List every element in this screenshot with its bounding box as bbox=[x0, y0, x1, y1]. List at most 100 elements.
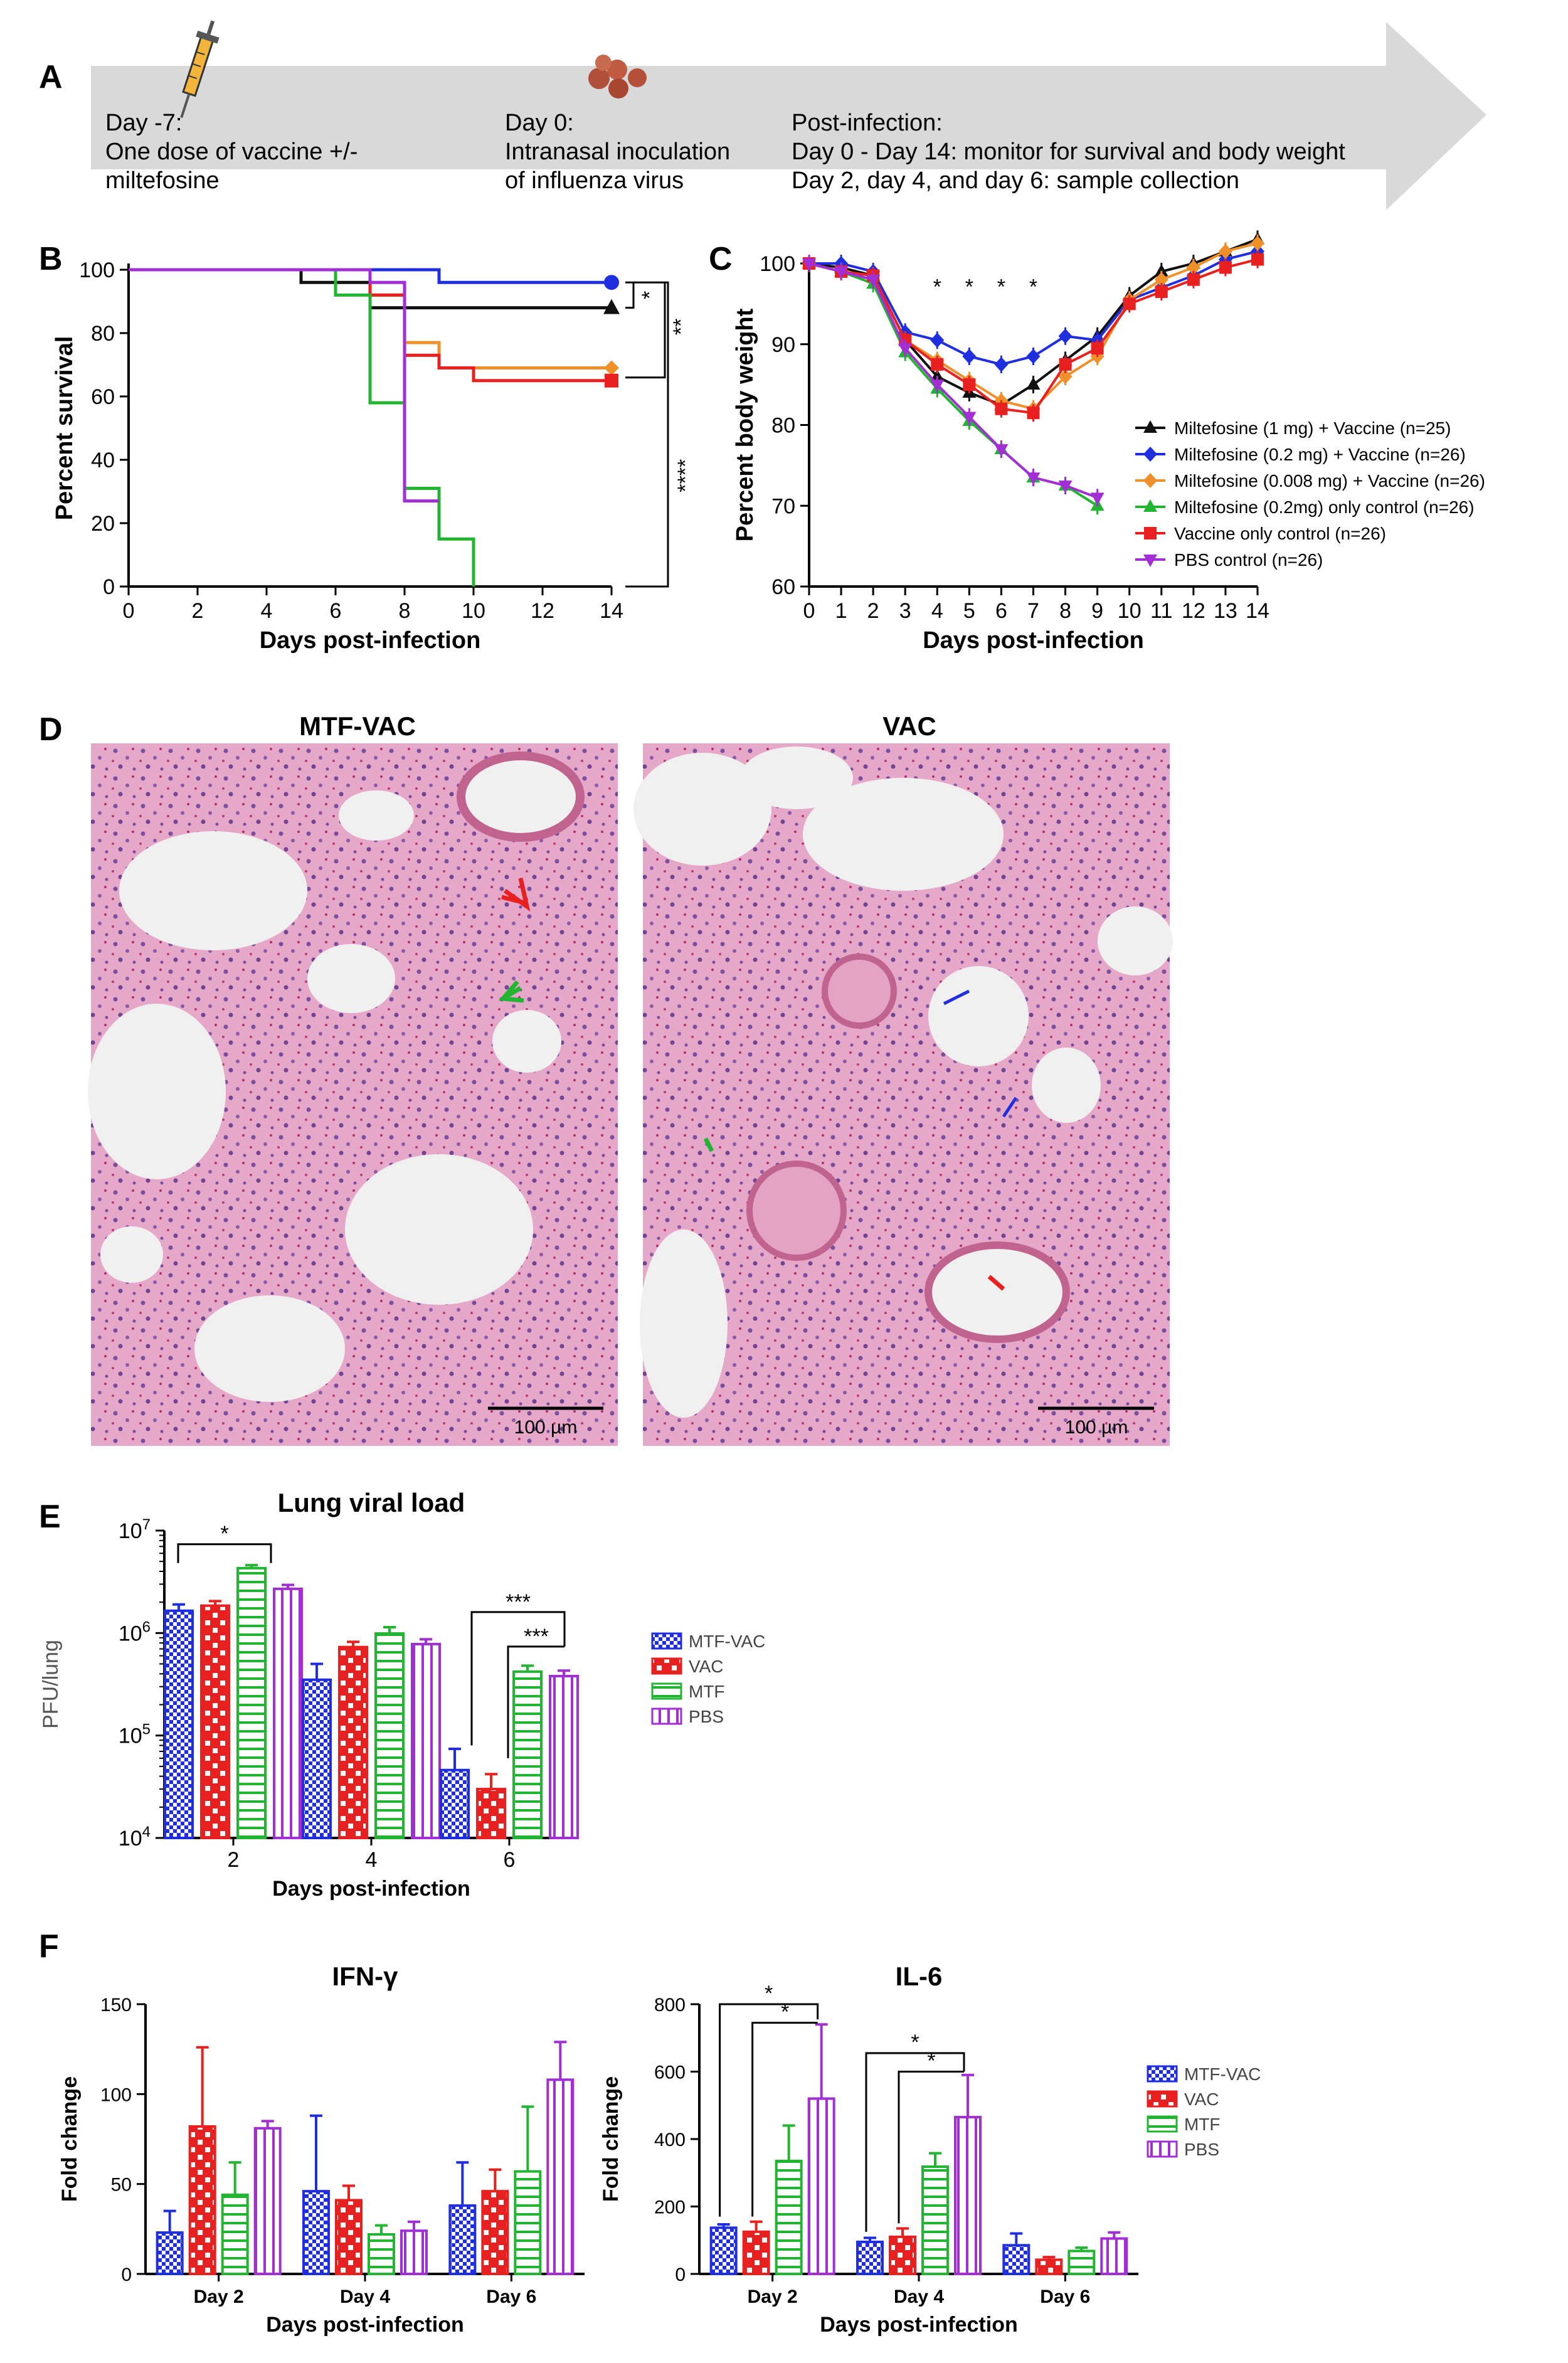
sig-label: ** bbox=[669, 319, 693, 335]
weight-point bbox=[1143, 447, 1157, 462]
panel-label-f: F bbox=[39, 1928, 59, 1965]
scale-bar-label-left: 100 µm bbox=[514, 1417, 578, 1438]
lung-viral-load-chart: 104 105 106 107 2 4 6 Lung viral load Days post-… bbox=[39, 1488, 765, 1901]
x-tick-label: 14 bbox=[1246, 599, 1269, 623]
y-axis-title: Fold change bbox=[599, 2076, 623, 2202]
histology-right-title: VAC bbox=[882, 711, 936, 741]
weight-point bbox=[866, 274, 881, 287]
post-infection-title: Post-infection: bbox=[792, 110, 943, 136]
x-tick-label: 5 bbox=[963, 599, 975, 623]
chart-title: IL-6 bbox=[896, 1962, 943, 1991]
legend-swatch bbox=[651, 1657, 682, 1675]
weight-point bbox=[994, 356, 1009, 372]
x-tick-label: 12 bbox=[1182, 599, 1205, 623]
weight-point bbox=[930, 332, 945, 348]
y-tick-label: 107 bbox=[119, 1516, 151, 1543]
sig-label: * bbox=[781, 2000, 789, 2024]
bar-mtf-vac bbox=[302, 2190, 330, 2275]
weight-point bbox=[1154, 272, 1168, 287]
x-tick-label: 9 bbox=[1091, 599, 1103, 623]
x-tick-label: 6 bbox=[504, 1848, 516, 1872]
y-axis-title: Percent body weight bbox=[732, 308, 758, 541]
x-tick-label: 6 bbox=[330, 599, 342, 623]
weight-point bbox=[1144, 527, 1157, 539]
panel-d: D MTF-VAC VAC 100 µm bbox=[39, 711, 1173, 1446]
x-tick-label: 6 bbox=[995, 599, 1007, 623]
bar-mtf-vac bbox=[856, 2240, 884, 2275]
y-tick-label: 60 bbox=[771, 575, 795, 599]
sig-label: * bbox=[911, 2031, 919, 2054]
bar-pbs bbox=[411, 1642, 441, 1839]
legend-label: VAC bbox=[1184, 2090, 1219, 2109]
x-tick-label: Day 4 bbox=[340, 2286, 390, 2307]
y-tick-label: 40 bbox=[91, 449, 115, 472]
bar-mtf bbox=[512, 1670, 543, 1840]
weight-point bbox=[1026, 349, 1041, 364]
legend-label: MTF-VAC bbox=[689, 1632, 765, 1651]
weight-point bbox=[1187, 273, 1200, 286]
day0-line1: Intranasal inoculation bbox=[505, 139, 730, 165]
panel-a: A Day -7: One dose of vaccine +/- miltef… bbox=[39, 20, 1486, 210]
legend-label: Vaccine only control (n=26) bbox=[1174, 524, 1386, 543]
bar-mtf-vac bbox=[164, 1609, 194, 1840]
weight-point bbox=[1058, 328, 1073, 344]
sig-label: * bbox=[1029, 275, 1037, 299]
weight-point bbox=[962, 349, 977, 364]
weight-point bbox=[1143, 499, 1157, 512]
bar-pbs bbox=[954, 2116, 982, 2275]
x-axis-title: Days post-infection bbox=[923, 627, 1144, 654]
post-infection-line1: Day 0 - Day 14: monitor for survival and… bbox=[792, 139, 1345, 165]
x-tick-label: 7 bbox=[1027, 599, 1039, 623]
y-tick-label: 0 bbox=[103, 575, 115, 599]
legend-label: Miltefosine (1 mg) + Vaccine (n=25) bbox=[1174, 418, 1451, 438]
bar-mtf bbox=[368, 2233, 395, 2276]
weight-point bbox=[1123, 297, 1136, 311]
panel-label-d: D bbox=[39, 711, 63, 748]
y-tick-label: 60 bbox=[91, 385, 115, 409]
sig-bracket bbox=[507, 1645, 564, 1758]
timeline-arrow bbox=[91, 22, 1486, 210]
y-axis-title: Fold change bbox=[58, 2076, 82, 2202]
weight-point bbox=[1026, 377, 1041, 390]
post-infection-line2: Day 2, day 4, and day 6: sample collecti… bbox=[792, 167, 1239, 194]
weight-point bbox=[930, 380, 945, 393]
bar-mtf bbox=[514, 2170, 542, 2276]
bar-vac bbox=[742, 2230, 770, 2275]
legend-swatch bbox=[1147, 2090, 1178, 2108]
sig-bracket bbox=[625, 281, 635, 309]
legend-label: MTF bbox=[689, 1682, 725, 1701]
bar-vac bbox=[889, 2235, 916, 2275]
y-tick-label: 90 bbox=[771, 333, 795, 357]
sig-label: * bbox=[965, 275, 973, 299]
x-tick-label: 2 bbox=[867, 599, 879, 623]
bar-vac bbox=[481, 2190, 509, 2275]
sig-label: * bbox=[933, 275, 941, 299]
survival-end-marker bbox=[605, 373, 618, 388]
day-minus7-title: Day -7: bbox=[105, 110, 182, 136]
il6-chart: 0 200 400 600 800 Day 2 Day 4 Day 6 IL-6 Days pos… bbox=[599, 1962, 1261, 2337]
bar-pbs bbox=[549, 1674, 579, 1840]
sig-label: * bbox=[638, 291, 662, 299]
histology-left-title: MTF-VAC bbox=[299, 711, 416, 741]
legend-swatch bbox=[651, 1682, 682, 1700]
x-tick-label: 8 bbox=[399, 599, 411, 623]
weight-series-line bbox=[808, 262, 1098, 499]
day0-title: Day 0: bbox=[505, 110, 574, 136]
weight-point bbox=[963, 378, 976, 391]
bar-mtf-vac bbox=[709, 2226, 738, 2276]
bar-mtf-vac bbox=[448, 2204, 477, 2275]
bar-pbs bbox=[1100, 2237, 1128, 2275]
bar-pbs bbox=[273, 1587, 303, 1839]
y-tick-label: 600 bbox=[654, 2063, 686, 2083]
y-tick-label: 106 bbox=[119, 1618, 151, 1645]
x-tick-label: 10 bbox=[1118, 599, 1142, 623]
sig-label: * bbox=[997, 275, 1005, 299]
y-tick-label: 100 bbox=[760, 252, 795, 276]
weight-point bbox=[1218, 243, 1232, 259]
x-tick-label: Day 6 bbox=[486, 2286, 536, 2307]
scale-bar-label-right: 100 µm bbox=[1065, 1417, 1128, 1438]
bar-vac bbox=[476, 1788, 506, 1840]
bar-mtf-vac bbox=[1002, 2244, 1030, 2275]
y-tick-label: 105 bbox=[119, 1721, 151, 1748]
legend-label: PBS bbox=[1184, 2140, 1219, 2159]
